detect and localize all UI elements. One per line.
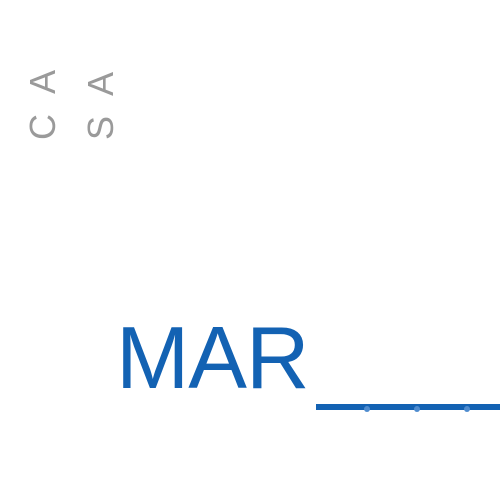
underline-dot: [414, 406, 420, 412]
main-word: MAR: [116, 308, 310, 407]
underline-bar: [316, 404, 500, 410]
vertical-text-right: SA: [80, 51, 121, 140]
vertical-text-left: CA: [22, 49, 63, 140]
underline-dot: [464, 406, 470, 412]
underline-dot: [364, 406, 370, 412]
